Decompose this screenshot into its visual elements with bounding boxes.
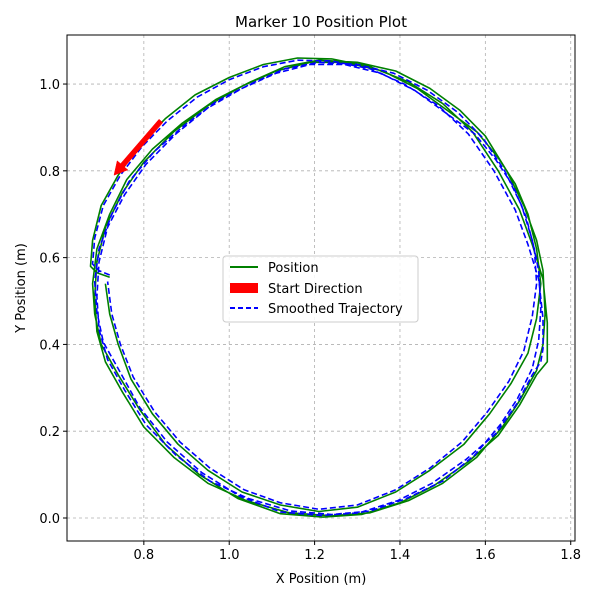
chart-title: Marker 10 Position Plot [235,13,407,31]
axis-ticks: 0.8 1.0 1.2 1.4 1.6 1.8 0.0 0.2 0.4 0.6 0.8 1.0 [39,78,581,563]
x-tick-label: 1.0 [219,548,240,563]
legend: Position Start Direction Smoothed Trajec… [222,255,419,323]
start-direction-arrow [113,118,164,176]
legend-direction-label: Start Direction [268,282,363,297]
x-tick-label: 1.4 [390,548,411,563]
axes-frame [66,34,576,542]
y-tick-label: 0.8 [39,165,60,180]
x-tick-label: 0.8 [133,548,154,563]
y-tick-label: 0.0 [39,512,60,527]
x-tick-label: 1.8 [560,548,581,563]
y-tick-label: 0.2 [39,425,60,440]
y-axis-label: Y Position (m) [14,243,29,334]
position-line [89,57,549,518]
smoothed-trajectory-line [91,59,544,517]
legend-box [222,255,419,323]
y-tick-label: 0.6 [39,252,60,267]
x-tick-label: 1.6 [475,548,496,563]
legend-position-label: Position [268,261,319,276]
y-tick-label: 1.0 [39,78,60,93]
plot-area [89,57,549,518]
y-tick-label: 0.4 [39,338,60,353]
x-axis-label: X Position (m) [276,572,367,587]
legend-direction-swatch [230,283,258,293]
x-tick-label: 1.2 [304,548,325,563]
legend-smoothed-label: Smoothed Trajectory [268,302,403,317]
